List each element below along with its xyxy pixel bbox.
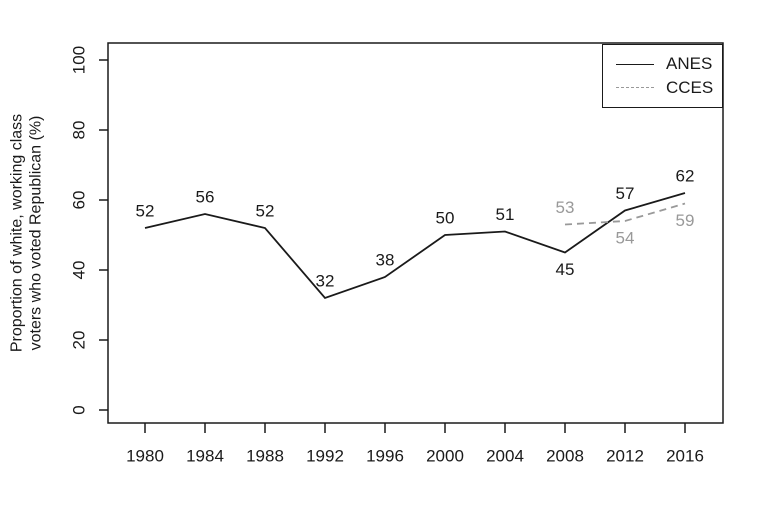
legend-label-anes: ANES [666, 53, 713, 73]
point-label-anes-2012: 57 [616, 184, 635, 203]
x-axis-tick-label: 2012 [606, 447, 644, 466]
point-label-cces-2012: 54 [616, 229, 635, 248]
x-axis-tick-label: 1984 [186, 447, 224, 466]
y-axis-tick-label: 40 [70, 261, 89, 280]
point-label-cces-2016: 59 [676, 211, 695, 230]
legend: ANES CCES [602, 44, 723, 108]
series-line-cces [564, 202, 686, 226]
x-axis-tick-label: 2016 [666, 447, 704, 466]
point-label-anes-2004: 51 [496, 205, 515, 224]
y-axis-title-line-1: Proportion of white, working class [9, 114, 26, 352]
y-axis-title-line-2: voters who voted Republican (%) [28, 116, 45, 351]
point-label-anes-1992: 32 [316, 272, 335, 291]
point-label-anes-1980: 52 [136, 202, 155, 221]
x-axis-tick-label: 1988 [246, 447, 284, 466]
point-label-anes-2008: 45 [556, 260, 575, 279]
y-axis-tick-label: 0 [70, 405, 89, 414]
cces-line-sample-icon [616, 87, 654, 89]
x-axis-tick-label: 2000 [426, 447, 464, 466]
plot-border [107, 42, 724, 424]
y-axis-tick-label: 60 [70, 191, 89, 210]
point-label-anes-1984: 56 [196, 188, 215, 207]
y-axis-tick-label: 80 [70, 121, 89, 140]
point-label-anes-2016: 62 [676, 167, 695, 186]
x-axis-tick-label: 1980 [126, 447, 164, 466]
point-label-anes-1996: 38 [376, 251, 395, 270]
anes-line-sample-icon [616, 63, 654, 65]
x-axis-tick-label: 1996 [366, 447, 404, 466]
y-axis-tick-label: 100 [70, 46, 89, 74]
legend-item-cces: CCES [616, 77, 722, 98]
point-label-cces-2008: 53 [556, 198, 575, 217]
x-axis-tick-label: 1992 [306, 447, 344, 466]
x-axis-tick-label: 2004 [486, 447, 524, 466]
series-line-anes [144, 192, 686, 300]
point-label-anes-1988: 52 [256, 202, 275, 221]
x-axis-tick-label: 2008 [546, 447, 584, 466]
legend-item-anes: ANES [616, 53, 722, 74]
y-axis-tick-label: 20 [70, 331, 89, 350]
legend-label-cces: CCES [666, 77, 714, 97]
point-label-anes-2000: 50 [436, 209, 455, 228]
